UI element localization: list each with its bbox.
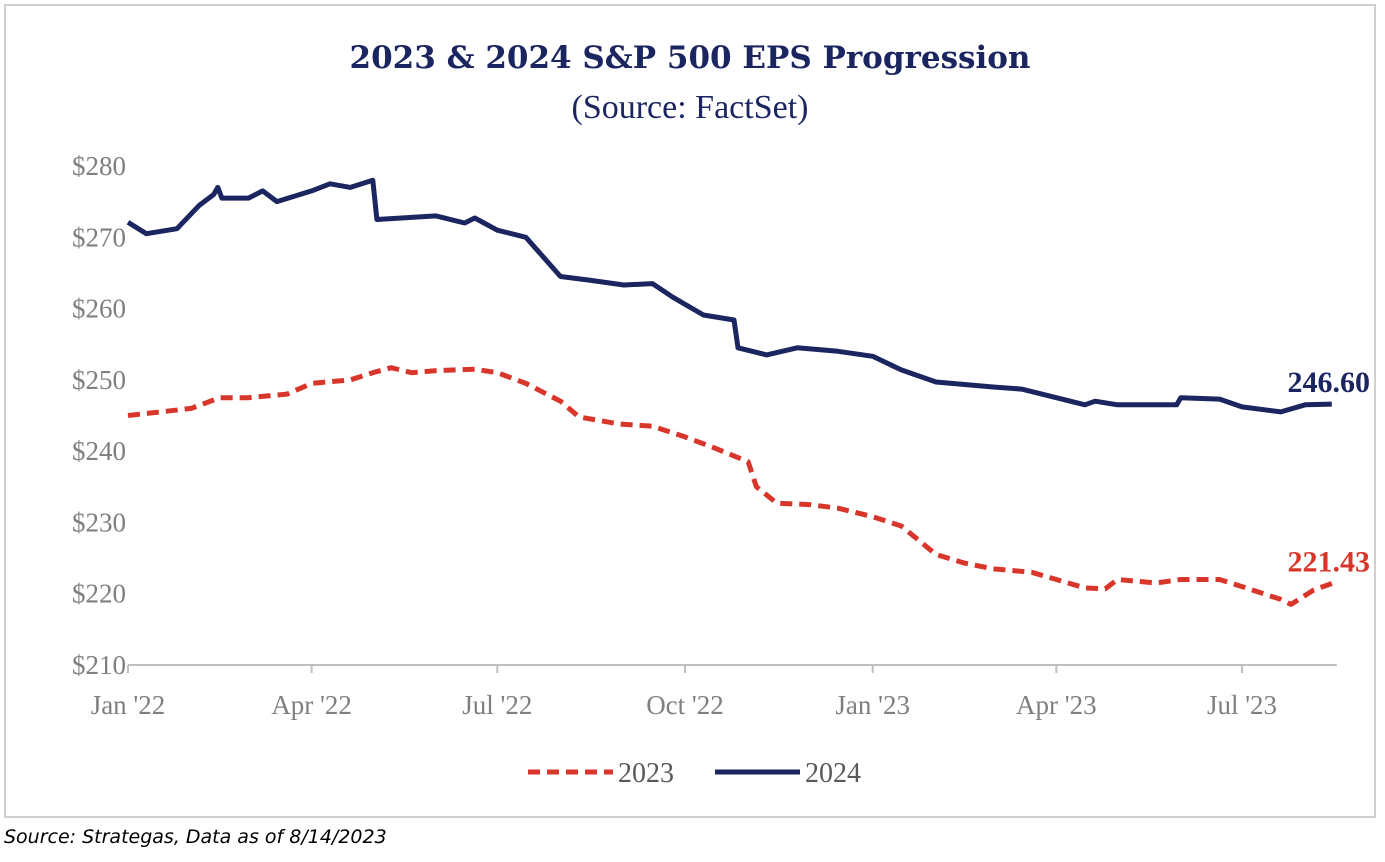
y-tick-label: $250 <box>72 365 126 395</box>
chart-subtitle: (Source: FactSet) <box>572 89 809 126</box>
y-tick-label: $230 <box>72 507 126 537</box>
end-value-label-2023: 221.43 <box>1288 546 1371 579</box>
legend-label-2023: 2023 <box>618 758 674 789</box>
source-footnote: Source: Strategas, Data as of 8/14/2023 <box>4 826 387 848</box>
y-tick-label: $240 <box>72 436 126 466</box>
y-tick-label: $260 <box>72 294 126 324</box>
series-line-2023 <box>127 365 1333 607</box>
x-tick-label: Jan '22 <box>91 690 166 720</box>
y-tick-label: $220 <box>72 579 126 609</box>
x-tick-label: Jan '23 <box>835 690 910 720</box>
x-tick-label: Jul '22 <box>462 690 532 720</box>
chart-title: 2023 & 2024 S&P 500 EPS Progression <box>350 40 1031 76</box>
x-tick-label: Apr '22 <box>271 690 352 720</box>
x-tick-label: Oct '22 <box>646 690 724 720</box>
y-tick-label: $280 <box>72 151 126 181</box>
chart-frame <box>4 4 1376 818</box>
series-line-2024 <box>126 177 1332 415</box>
legend-label-2024: 2024 <box>805 758 861 789</box>
y-tick-label: $270 <box>72 222 126 252</box>
x-tick-label: Jul '23 <box>1207 690 1277 720</box>
y-tick-label: $210 <box>72 650 126 680</box>
x-tick-label: Apr '23 <box>1016 690 1097 720</box>
end-value-label-2024: 246.60 <box>1288 366 1371 399</box>
